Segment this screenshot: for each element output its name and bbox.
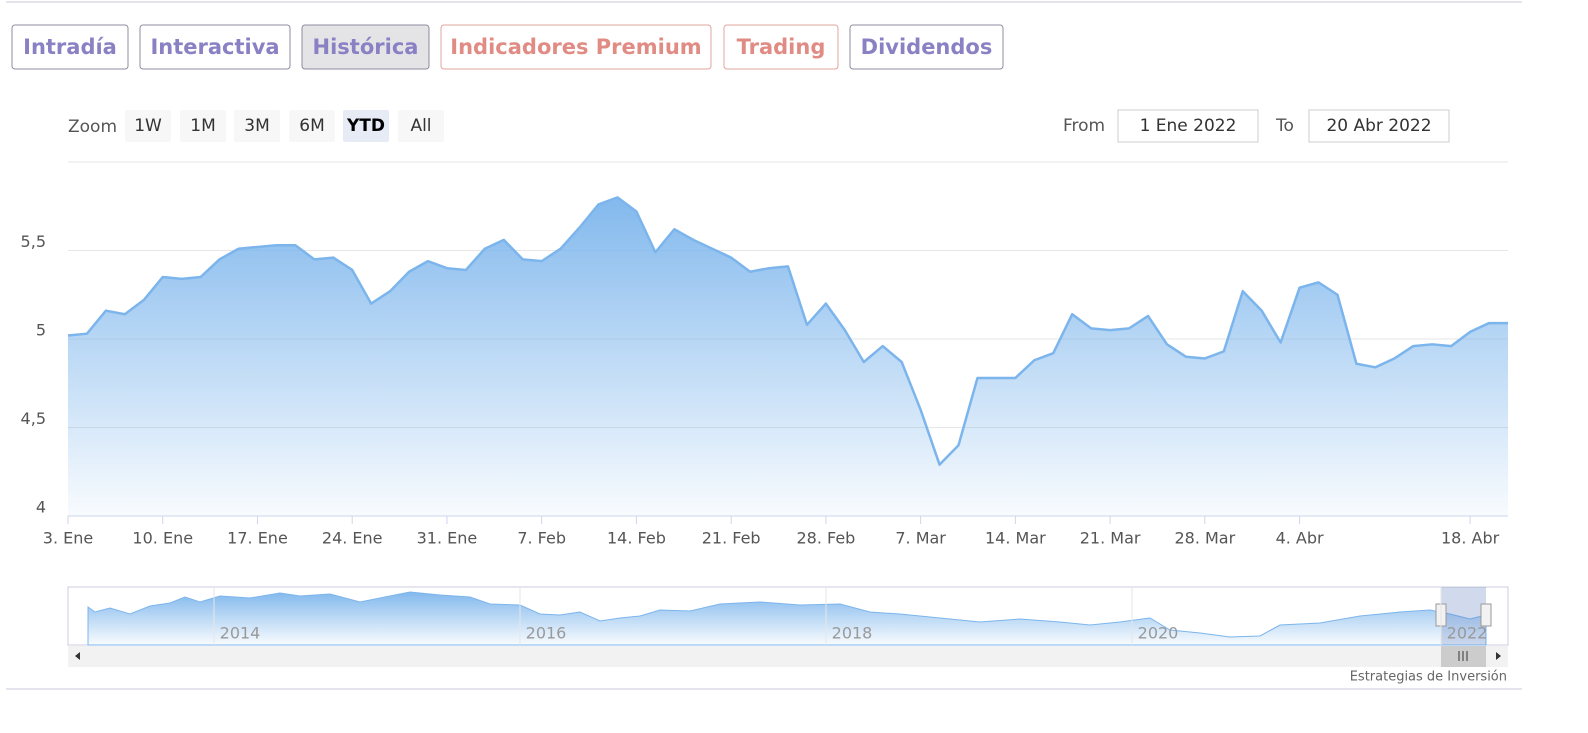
zoom-button-label[interactable]: YTD — [346, 116, 385, 136]
tab[interactable] — [849, 24, 1004, 70]
from-input[interactable] — [1117, 109, 1259, 143]
zoom-button-label[interactable]: All — [410, 116, 431, 136]
zoom-button-label[interactable]: 1W — [134, 116, 162, 136]
navigator-year: 2018 — [832, 624, 873, 643]
x-tick-label: 17. Ene — [227, 529, 288, 548]
navigator-handle[interactable] — [1480, 603, 1492, 627]
zoom-button-label[interactable]: 3M — [244, 116, 269, 136]
navigator-year: 2014 — [220, 624, 261, 643]
tab-label[interactable]: Indicadores Premium — [450, 35, 701, 59]
x-tick-label: 18. Abr — [1441, 529, 1500, 548]
x-tick-label: 10. Ene — [132, 529, 193, 548]
navigator-year: 2022 — [1447, 624, 1488, 643]
x-tick-label: 14. Mar — [985, 529, 1046, 548]
y-tick-label: 4 — [36, 498, 46, 517]
zoom-button[interactable] — [234, 110, 280, 142]
x-tick-label: 31. Ene — [417, 529, 478, 548]
tab-label[interactable]: Interactiva — [150, 35, 279, 59]
tab[interactable] — [11, 24, 129, 70]
x-tick-label: 4. Abr — [1276, 529, 1324, 548]
zoom-button[interactable] — [125, 110, 171, 142]
to-value[interactable]: 20 Abr 2022 — [1326, 116, 1431, 136]
tab-label[interactable]: Dividendos — [861, 35, 993, 59]
tab-label[interactable]: Histórica — [313, 35, 419, 59]
tab[interactable] — [139, 24, 291, 70]
navigator-year: 2016 — [526, 624, 567, 643]
zoom-bar: Zoom 1W 1M 3M 6M YTD All From 1 Ene 2022 To 20 Abr… — [68, 109, 1450, 143]
y-tick-label: 4,5 — [21, 409, 46, 428]
scroll-grip — [1458, 651, 1468, 661]
y-tick-label: 5,5 — [21, 232, 46, 251]
scrollbar-track[interactable] — [68, 646, 1508, 667]
x-tick-label: 28. Mar — [1174, 529, 1235, 548]
to-input[interactable] — [1308, 109, 1450, 143]
scroll-right[interactable] — [1496, 652, 1501, 660]
from-label: From — [1063, 116, 1105, 136]
navigator-series — [87, 591, 1487, 646]
navigator: 2014 2016 2018 2020 2022 — [67, 586, 1509, 667]
to-label: To — [1275, 116, 1294, 136]
x-tick-label: 24. Ene — [322, 529, 383, 548]
credit: Estrategias de Inversión — [1350, 670, 1507, 685]
zoom-button-label[interactable]: 1M — [190, 116, 215, 136]
plot: 4 4,5 5 5,5 3. Ene 10. Ene 17. Ene 24. Ene 31. E… — [21, 161, 1508, 548]
scroll-left[interactable] — [75, 652, 80, 660]
from-value[interactable]: 1 Ene 2022 — [1140, 116, 1237, 136]
tab-label[interactable]: Intradía — [23, 35, 117, 59]
tab[interactable] — [440, 24, 712, 70]
zoom-label: Zoom — [68, 117, 117, 137]
zoom-button-label[interactable]: 6M — [299, 116, 324, 136]
area — [68, 197, 1508, 516]
y-tick-label: 5 — [36, 321, 46, 340]
zoom-button[interactable] — [180, 110, 226, 142]
x-tick-label: 7. Mar — [895, 529, 946, 548]
x-tick-label: 14. Feb — [607, 529, 666, 548]
tab[interactable] — [301, 24, 430, 70]
zoom-button[interactable] — [289, 110, 335, 142]
x-tick-label: 3. Ene — [43, 529, 93, 548]
x-tick-label: 21. Feb — [702, 529, 761, 548]
x-tick-label: 21. Mar — [1080, 529, 1141, 548]
navigator-year: 2020 — [1138, 624, 1179, 643]
x-tick-label: 7. Feb — [517, 529, 566, 548]
zoom-button[interactable] — [343, 110, 389, 142]
x-tick-label: 28. Feb — [796, 529, 855, 548]
navigator-selection[interactable] — [1441, 587, 1486, 645]
tab-label[interactable]: Trading — [737, 35, 826, 59]
tabs: Intradía Interactiva Histórica Indicadores … — [11, 24, 1004, 70]
zoom-button[interactable] — [398, 110, 444, 142]
line — [67, 196, 1508, 466]
tab[interactable] — [723, 24, 839, 70]
